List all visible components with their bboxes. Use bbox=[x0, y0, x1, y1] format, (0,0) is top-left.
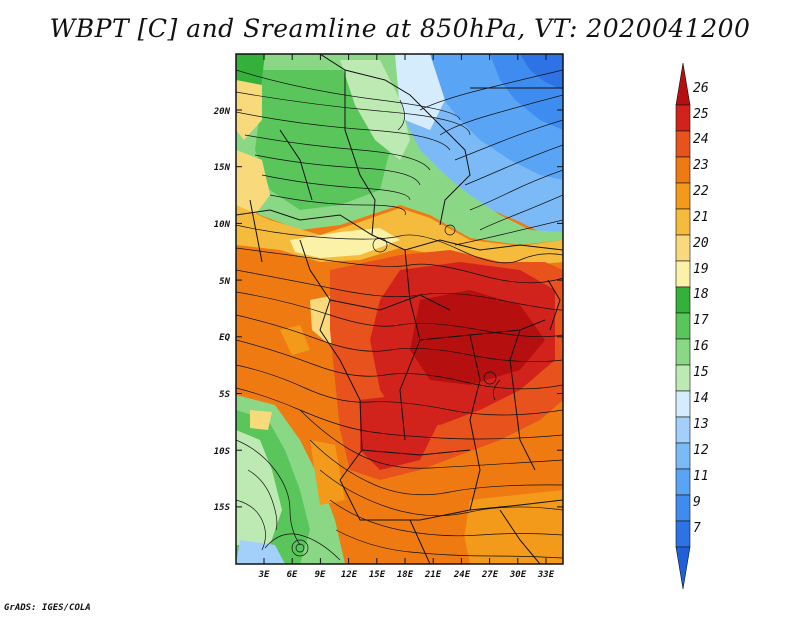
lon-label: 24E bbox=[453, 570, 471, 580]
lon-label: 12E bbox=[341, 570, 358, 580]
colorbar-swatch bbox=[675, 156, 691, 184]
latitude-axis: 20N 15N 10N 5N EQ 5S 10S 15S bbox=[213, 107, 231, 513]
country-borders bbox=[236, 54, 563, 564]
map-title: WBPT [C] and Sreamline at 850hPa, VT: 20… bbox=[49, 14, 751, 43]
lon-label: 6E bbox=[287, 570, 298, 580]
lon-label: 21E bbox=[424, 570, 442, 580]
colorbar-swatch bbox=[675, 130, 691, 158]
lat-label: EQ bbox=[219, 333, 230, 343]
colorbar-label: 20 bbox=[693, 236, 709, 251]
colorbar-label: 15 bbox=[693, 365, 709, 380]
colorbar-swatch bbox=[675, 286, 691, 314]
lat-label: 15N bbox=[214, 163, 231, 173]
axis-ticks bbox=[236, 54, 563, 564]
lat-label: 5S bbox=[219, 390, 230, 400]
colorbar-label: 23 bbox=[693, 158, 709, 173]
colorbar-label: 18 bbox=[693, 287, 709, 302]
colorbar-label: 14 bbox=[693, 391, 709, 406]
colorbar-label: 7 bbox=[693, 521, 701, 536]
lon-label: 33E bbox=[537, 570, 555, 580]
colorbar-swatch bbox=[675, 182, 691, 210]
lon-label: 3E bbox=[258, 570, 270, 580]
colorbar-swatch bbox=[675, 234, 691, 262]
lon-label: 27E bbox=[481, 570, 499, 580]
colorbar-swatch bbox=[675, 338, 691, 366]
colorbar-swatch bbox=[675, 62, 691, 106]
colorbar-swatch bbox=[675, 442, 691, 470]
lat-label: 5N bbox=[219, 277, 230, 287]
colorbar-swatch bbox=[675, 494, 691, 522]
lon-label: 9E bbox=[315, 570, 326, 580]
colorbar-swatch bbox=[675, 468, 691, 496]
colorbar-label: 26 bbox=[693, 81, 709, 96]
colorbar-label: 25 bbox=[693, 107, 709, 122]
colorbar bbox=[675, 62, 691, 590]
colorbar-swatch bbox=[675, 390, 691, 418]
lon-label: 30E bbox=[509, 570, 527, 580]
map-frame bbox=[235, 53, 564, 565]
colorbar-labels: 26 25 24 23 22 21 20 19 18 17 16 15 14 1… bbox=[693, 81, 709, 536]
colorbar-swatch bbox=[675, 546, 691, 590]
colorbar-label: 19 bbox=[693, 262, 709, 277]
lat-label: 15S bbox=[214, 503, 231, 513]
colorbar-label: 16 bbox=[693, 339, 709, 354]
streamlines bbox=[236, 69, 563, 561]
colorbar-label: 22 bbox=[693, 184, 709, 199]
lon-label: 18E bbox=[397, 570, 414, 580]
lat-label: 10S bbox=[214, 447, 231, 457]
colorbar-swatch bbox=[675, 416, 691, 444]
colorbar-swatch bbox=[675, 104, 691, 132]
longitude-axis: 3E 6E 9E 12E 15E 18E 21E 24E 27E 30E 33E bbox=[258, 570, 555, 580]
colorbar-label: 13 bbox=[693, 417, 709, 432]
lat-label: 10N bbox=[214, 220, 231, 230]
colorbar-swatch bbox=[675, 520, 691, 548]
colorbar-label: 21 bbox=[693, 210, 709, 225]
lon-label: 15E bbox=[369, 570, 386, 580]
colorbar-swatch bbox=[675, 364, 691, 392]
colorbar-label: 11 bbox=[693, 469, 709, 484]
colorbar-swatch bbox=[675, 208, 691, 236]
colorbar-label: 17 bbox=[693, 313, 709, 328]
colorbar-swatch bbox=[675, 312, 691, 340]
colorbar-label: 12 bbox=[693, 443, 709, 458]
colorbar-label: 24 bbox=[693, 132, 709, 147]
colorbar-swatch bbox=[675, 260, 691, 288]
colorbar-label: 9 bbox=[693, 495, 701, 510]
lat-label: 20N bbox=[213, 107, 231, 117]
footer-credit: GrADS: IGES/COLA bbox=[4, 603, 91, 613]
